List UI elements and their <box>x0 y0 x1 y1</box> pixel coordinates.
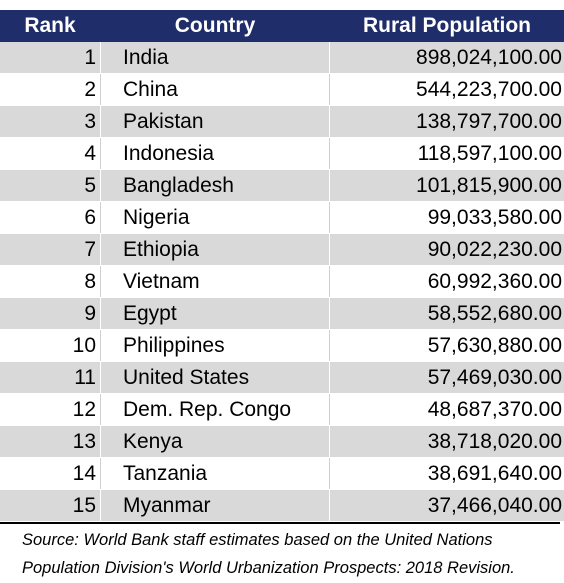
cell-country: Ethiopia <box>100 234 330 265</box>
source-line-2: Population Division's World Urbanization… <box>22 559 515 577</box>
table-bottom-rule <box>0 522 560 524</box>
rural-population-table: Rank Country Rural Population 1 India 898,… <box>0 10 564 524</box>
cell-rural-population: 48,687,370.00 <box>427 398 562 421</box>
cell-country: India <box>100 42 330 73</box>
table-row: 12 Dem. Rep. Congo 48,687,370.00 <box>0 394 564 426</box>
cell-country: Indonesia <box>100 138 330 169</box>
table-row: 8 Vietnam 60,992,360.00 <box>0 266 564 298</box>
cell-country: Pakistan <box>100 106 330 137</box>
cell-rural-population: 57,469,030.00 <box>427 366 562 389</box>
cell-country: Kenya <box>100 426 330 457</box>
cell-country: Bangladesh <box>100 170 330 201</box>
table-row: 3 Pakistan 138,797,700.00 <box>0 106 564 138</box>
cell-rank: 11 <box>74 366 96 389</box>
table-row: 14 Tanzania 38,691,640.00 <box>0 458 564 490</box>
source-note: Source: World Bank staff estimates based… <box>22 526 557 582</box>
cell-rank: 4 <box>84 142 96 165</box>
cell-rank: 13 <box>72 430 96 453</box>
cell-rank: 8 <box>84 270 96 293</box>
cell-rank: 15 <box>72 494 96 517</box>
cell-rural-population: 38,691,640.00 <box>427 462 562 485</box>
cell-rank: 12 <box>72 398 96 421</box>
table-row: 7 Ethiopia 90,022,230.00 <box>0 234 564 266</box>
cell-rank: 1 <box>84 46 96 69</box>
table-row: 10 Philippines 57,630,880.00 <box>0 330 564 362</box>
cell-country: United States <box>100 362 330 393</box>
cell-rural-population: 37,466,040.00 <box>427 494 562 517</box>
cell-country: Egypt <box>100 298 330 329</box>
source-line-1: Source: World Bank staff estimates based… <box>22 531 493 549</box>
table-header-row: Rank Country Rural Population <box>0 10 564 42</box>
cell-country: Tanzania <box>100 458 330 489</box>
table-row: 1 India 898,024,100.00 <box>0 42 564 74</box>
cell-country: China <box>100 74 330 105</box>
table-row: 5 Bangladesh 101,815,900.00 <box>0 170 564 202</box>
cell-rural-population: 118,597,100.00 <box>417 142 562 165</box>
cell-rank: 9 <box>84 302 96 325</box>
cell-country: Myanmar <box>100 490 330 521</box>
cell-rank: 3 <box>84 110 96 133</box>
cell-country: Vietnam <box>100 266 330 297</box>
table-body: 1 India 898,024,100.00 2 China 544,223,700.00… <box>0 42 564 522</box>
cell-country: Philippines <box>100 330 330 361</box>
cell-rural-population: 90,022,230.00 <box>427 238 562 261</box>
table-row: 6 Nigeria 99,033,580.00 <box>0 202 564 234</box>
header-rural-population: Rural Population <box>363 14 531 37</box>
cell-rural-population: 38,718,020.00 <box>427 430 562 453</box>
cell-rural-population: 99,033,580.00 <box>427 206 562 229</box>
cell-rural-population: 544,223,700.00 <box>416 78 562 101</box>
cell-rank: 5 <box>84 174 96 197</box>
cell-rural-population: 138,797,700.00 <box>416 110 562 133</box>
table-row: 13 Kenya 38,718,020.00 <box>0 426 564 458</box>
cell-rank: 2 <box>84 78 96 101</box>
cell-rural-population: 101,815,900.00 <box>416 174 562 197</box>
cell-rural-population: 898,024,100.00 <box>416 46 562 69</box>
cell-country: Nigeria <box>100 202 330 233</box>
table-row: 11 United States 57,469,030.00 <box>0 362 564 394</box>
header-country: Country <box>174 14 256 37</box>
cell-rank: 6 <box>84 206 96 229</box>
header-rank: Rank <box>24 14 76 37</box>
table-row: 9 Egypt 58,552,680.00 <box>0 298 564 330</box>
cell-rank: 10 <box>72 334 96 357</box>
table-row: 2 China 544,223,700.00 <box>0 74 564 106</box>
cell-country: Dem. Rep. Congo <box>100 394 330 425</box>
table-row: 15 Myanmar 37,466,040.00 <box>0 490 564 522</box>
table-row: 4 Indonesia 118,597,100.00 <box>0 138 564 170</box>
cell-rural-population: 60,992,360.00 <box>427 270 562 293</box>
cell-rank: 14 <box>72 462 96 485</box>
cell-rank: 7 <box>84 238 96 261</box>
cell-rural-population: 58,552,680.00 <box>427 302 562 325</box>
cell-rural-population: 57,630,880.00 <box>427 334 562 357</box>
